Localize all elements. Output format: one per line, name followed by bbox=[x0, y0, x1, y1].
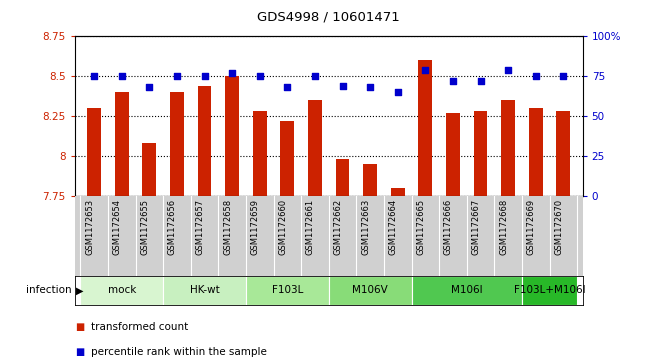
Text: ▶: ▶ bbox=[76, 285, 84, 295]
Text: GSM1172667: GSM1172667 bbox=[471, 199, 480, 256]
Bar bbox=[329, 276, 411, 305]
Text: GSM1172659: GSM1172659 bbox=[251, 199, 260, 255]
Point bbox=[337, 83, 348, 89]
Text: GSM1172669: GSM1172669 bbox=[527, 199, 536, 255]
Text: ■: ■ bbox=[75, 322, 84, 332]
Bar bbox=[143, 143, 156, 196]
Point bbox=[393, 89, 403, 95]
Text: F103L: F103L bbox=[271, 285, 303, 295]
Text: GSM1172655: GSM1172655 bbox=[141, 199, 149, 255]
Point bbox=[117, 73, 127, 79]
Bar bbox=[170, 92, 184, 196]
Bar bbox=[529, 108, 543, 196]
Text: transformed count: transformed count bbox=[91, 322, 188, 332]
Point bbox=[172, 73, 182, 79]
Text: M106V: M106V bbox=[352, 285, 388, 295]
Text: GSM1172657: GSM1172657 bbox=[195, 199, 204, 255]
Text: GSM1172664: GSM1172664 bbox=[389, 199, 398, 255]
Point bbox=[503, 67, 514, 73]
Bar bbox=[557, 111, 570, 196]
Text: GSM1172666: GSM1172666 bbox=[444, 199, 453, 256]
Bar bbox=[474, 111, 488, 196]
Point bbox=[531, 73, 541, 79]
Text: ■: ■ bbox=[75, 347, 84, 357]
Text: mock: mock bbox=[107, 285, 136, 295]
Text: GSM1172665: GSM1172665 bbox=[417, 199, 425, 255]
Bar bbox=[246, 276, 329, 305]
Text: M106I: M106I bbox=[451, 285, 482, 295]
Text: infection: infection bbox=[26, 285, 72, 295]
Point bbox=[558, 73, 568, 79]
Bar bbox=[501, 100, 515, 196]
Text: GSM1172660: GSM1172660 bbox=[279, 199, 287, 255]
Bar bbox=[363, 164, 377, 196]
Text: GSM1172656: GSM1172656 bbox=[168, 199, 177, 255]
Bar bbox=[87, 108, 101, 196]
Text: percentile rank within the sample: percentile rank within the sample bbox=[91, 347, 267, 357]
Bar bbox=[336, 159, 350, 196]
Text: GSM1172653: GSM1172653 bbox=[85, 199, 94, 255]
Bar bbox=[253, 111, 267, 196]
Point bbox=[282, 85, 292, 90]
Text: GSM1172658: GSM1172658 bbox=[223, 199, 232, 255]
Text: GSM1172654: GSM1172654 bbox=[113, 199, 122, 255]
Bar bbox=[80, 276, 163, 305]
Text: GSM1172670: GSM1172670 bbox=[555, 199, 563, 255]
Bar bbox=[163, 276, 246, 305]
Bar bbox=[115, 92, 129, 196]
Bar bbox=[522, 276, 577, 305]
Point bbox=[255, 73, 265, 79]
Text: GSM1172663: GSM1172663 bbox=[361, 199, 370, 256]
Bar bbox=[419, 60, 432, 196]
Point bbox=[475, 78, 486, 84]
Text: F103L+M106I: F103L+M106I bbox=[514, 285, 585, 295]
Point bbox=[420, 67, 430, 73]
Text: HK-wt: HK-wt bbox=[189, 285, 219, 295]
Bar bbox=[391, 188, 405, 196]
Text: GSM1172668: GSM1172668 bbox=[499, 199, 508, 256]
Bar bbox=[446, 113, 460, 196]
Bar bbox=[411, 276, 522, 305]
Point bbox=[144, 85, 154, 90]
Text: GDS4998 / 10601471: GDS4998 / 10601471 bbox=[257, 11, 400, 24]
Text: GSM1172661: GSM1172661 bbox=[306, 199, 315, 255]
Bar bbox=[198, 86, 212, 196]
Point bbox=[199, 73, 210, 79]
Text: GSM1172662: GSM1172662 bbox=[333, 199, 342, 255]
Point bbox=[310, 73, 320, 79]
Point bbox=[89, 73, 100, 79]
Bar bbox=[308, 100, 322, 196]
Point bbox=[227, 70, 238, 76]
Point bbox=[365, 85, 376, 90]
Bar bbox=[281, 121, 294, 196]
Bar bbox=[225, 76, 239, 196]
Point bbox=[448, 78, 458, 84]
